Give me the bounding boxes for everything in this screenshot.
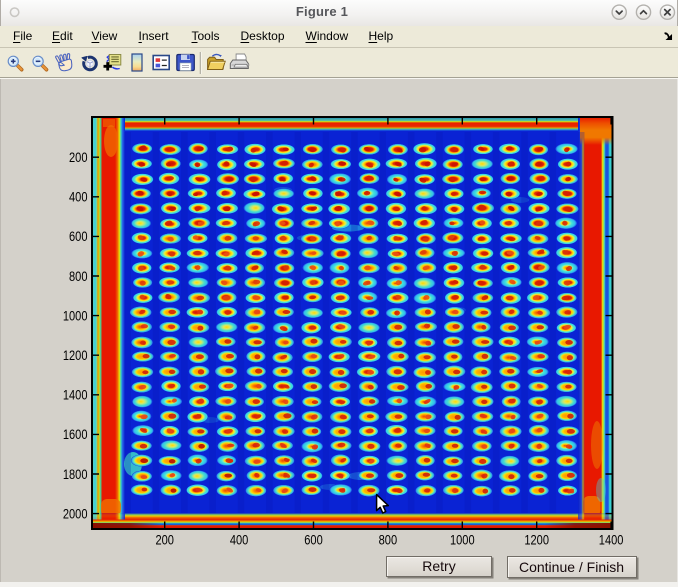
svg-text:600: 600 [69, 229, 88, 244]
svg-text:2000: 2000 [63, 506, 88, 521]
svg-text:200: 200 [69, 150, 88, 165]
svg-text:800: 800 [379, 533, 398, 548]
svg-text:400: 400 [69, 190, 88, 205]
svg-text:1200: 1200 [524, 533, 549, 548]
svg-text:1600: 1600 [63, 427, 88, 442]
svg-text:400: 400 [230, 533, 249, 548]
svg-text:200: 200 [155, 533, 174, 548]
svg-text:600: 600 [304, 533, 323, 548]
svg-text:1200: 1200 [63, 348, 88, 363]
svg-text:1400: 1400 [599, 533, 624, 548]
svg-text:1800: 1800 [63, 467, 88, 482]
svg-text:1400: 1400 [63, 388, 88, 403]
svg-text:1000: 1000 [450, 533, 475, 548]
svg-text:800: 800 [69, 269, 88, 284]
svg-text:1000: 1000 [63, 308, 88, 323]
